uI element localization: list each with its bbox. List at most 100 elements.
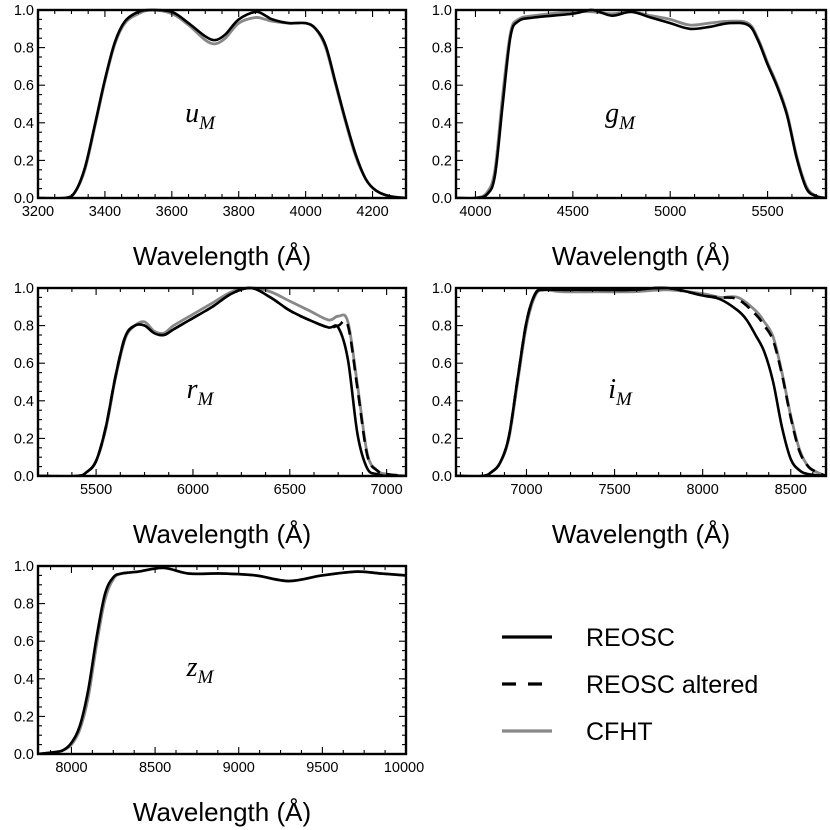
x-axis-label-r: Wavelength (Å): [133, 519, 311, 549]
curve-i-reosc: [456, 286, 826, 476]
y-tick-label-z: 1.0: [14, 559, 34, 575]
y-tick-label-i: 0.2: [432, 431, 452, 447]
x-tick-label-u: 3600: [156, 204, 188, 220]
axes-frame-i: [454, 286, 828, 478]
y-tick-label-u: 0.2: [14, 153, 34, 169]
x-axis-label-i: Wavelength (Å): [552, 519, 730, 549]
band-subscript-z: M: [197, 667, 215, 688]
x-tick-label-z: 8000: [55, 760, 87, 776]
curve-i-cfht: [456, 288, 826, 476]
x-axis-label-u: Wavelength (Å): [133, 241, 311, 271]
y-tick-label-z: 0.4: [14, 672, 34, 688]
legend-label-reosc-altered: REOSC altered: [586, 671, 758, 699]
x-tick-label-u: 3800: [223, 204, 255, 220]
legend-label-reosc: REOSC: [586, 624, 675, 652]
y-tick-label-r: 0.8: [14, 319, 34, 335]
x-axis-label-z: Wavelength (Å): [133, 797, 311, 827]
band-label-z: zM: [186, 652, 215, 688]
y-tick-label-u: 0.6: [14, 78, 34, 94]
band-label-g: gM: [605, 98, 636, 134]
y-tick-label-g: 0.8: [432, 41, 452, 57]
y-tick-label-u: 0.0: [14, 191, 34, 207]
band-letter-i: i: [608, 374, 616, 405]
curve-u-reosc: [38, 8, 406, 198]
axes-frame-u: [36, 8, 408, 200]
y-tick-label-u: 0.8: [14, 41, 34, 57]
x-tick-label-i: 8500: [775, 482, 807, 498]
y-tick-label-i: 1.0: [432, 281, 452, 297]
y-tick-label-g: 0.4: [432, 116, 452, 132]
y-tick-label-g: 0.0: [432, 191, 452, 207]
y-tick-label-z: 0.6: [14, 634, 34, 650]
y-tick-label-z: 0.8: [14, 597, 34, 613]
x-tick-label-i: 8000: [687, 482, 719, 498]
curve-g-reosc: [456, 8, 826, 198]
y-tick-label-r: 0.4: [14, 394, 34, 410]
x-tick-label-z: 8500: [139, 760, 171, 776]
x-tick-label-g: 4500: [557, 204, 589, 220]
legend: REOSC REOSC altered CFHT: [502, 624, 758, 746]
x-tick-label-z: 9000: [223, 760, 255, 776]
curve-z-reosc: [38, 566, 406, 754]
axes-frame-z: [36, 564, 408, 756]
band-letter-g: g: [605, 98, 619, 129]
x-tick-label-z: 10000: [384, 760, 424, 776]
y-tick-label-r: 1.0: [14, 281, 34, 297]
y-tick-label-g: 0.6: [432, 78, 452, 94]
panel-u: 3200 3400 3600 3800 4000 4200 0.0 0.2 0.4 0.6 0.8 1…: [14, 3, 408, 271]
legend-label-cfht: CFHT: [586, 718, 653, 746]
y-tick-label-u: 0.4: [14, 116, 34, 132]
x-tick-label-u: 4000: [290, 204, 322, 220]
y-tick-label-r: 0.2: [14, 431, 34, 447]
y-tick-label-z: 0.0: [14, 747, 34, 763]
series-group-g: [456, 8, 826, 198]
series-group-i: [456, 286, 826, 476]
series-group-z: [38, 566, 406, 754]
x-tick-label-z: 9500: [306, 760, 338, 776]
x-tick-label-r: 5500: [80, 482, 112, 498]
x-tick-label-r: 7000: [370, 482, 402, 498]
band-letter-z: z: [186, 652, 198, 683]
curve-g-cfht: [456, 10, 826, 198]
panel-i: 7000 7500 8000 8500 0.0 0.2 0.4 0.6 0.8 1.0 Wavele…: [432, 281, 828, 549]
x-tick-label-u: 3200: [22, 204, 54, 220]
y-tick-label-i: 0.4: [432, 394, 452, 410]
panel-z: 8000 8500 9000 9500 10000 0.0 0.2 0.4 0.6 0.8 1.0 W…: [14, 559, 424, 827]
x-tick-label-g: 5000: [654, 204, 686, 220]
y-tick-label-u: 1.0: [14, 3, 34, 19]
band-label-r: rM: [187, 374, 215, 410]
axes-frame-g: [454, 8, 828, 200]
curve-r-reosc: [38, 286, 406, 476]
y-tick-label-z: 0.2: [14, 709, 34, 725]
band-subscript-i: M: [615, 389, 633, 410]
y-tick-label-g: 1.0: [432, 3, 452, 19]
ticks-i: [456, 287, 826, 477]
x-tick-label-u: 4200: [356, 204, 388, 220]
x-tick-label-r: 6500: [274, 482, 306, 498]
band-subscript-g: M: [618, 113, 636, 134]
y-tick-label-g: 0.2: [432, 153, 452, 169]
x-tick-label-i: 7000: [510, 482, 542, 498]
x-tick-label-g: 4000: [459, 204, 491, 220]
band-subscript-r: M: [197, 389, 215, 410]
curve-i-reosc-altered: [456, 286, 826, 476]
y-tick-label-r: 0.6: [14, 356, 34, 372]
y-tick-label-r: 0.0: [14, 469, 34, 485]
x-tick-label-u: 3400: [89, 204, 121, 220]
panel-r: 5500 6000 6500 7000 0.0 0.2 0.4 0.6 0.8 1.0 Wavele…: [14, 281, 408, 549]
y-tick-label-i: 0.0: [432, 469, 452, 485]
panel-g: 4000 4500 5000 5500 0.0 0.2 0.4 0.6 0.8 1.0 Wavele…: [432, 3, 828, 271]
band-letter-r: r: [187, 374, 198, 405]
series-group-r: [38, 286, 406, 476]
y-tick-label-i: 0.8: [432, 319, 452, 335]
x-axis-label-g: Wavelength (Å): [552, 241, 730, 271]
x-tick-label-g: 5500: [751, 204, 783, 220]
y-tick-label-i: 0.6: [432, 356, 452, 372]
band-subscript-u: M: [198, 113, 216, 134]
band-label-i: iM: [608, 374, 633, 410]
band-label-u: uM: [185, 98, 216, 134]
axes-frame-r: [36, 286, 408, 478]
series-group-u: [38, 8, 406, 198]
x-tick-label-r: 6000: [177, 482, 209, 498]
